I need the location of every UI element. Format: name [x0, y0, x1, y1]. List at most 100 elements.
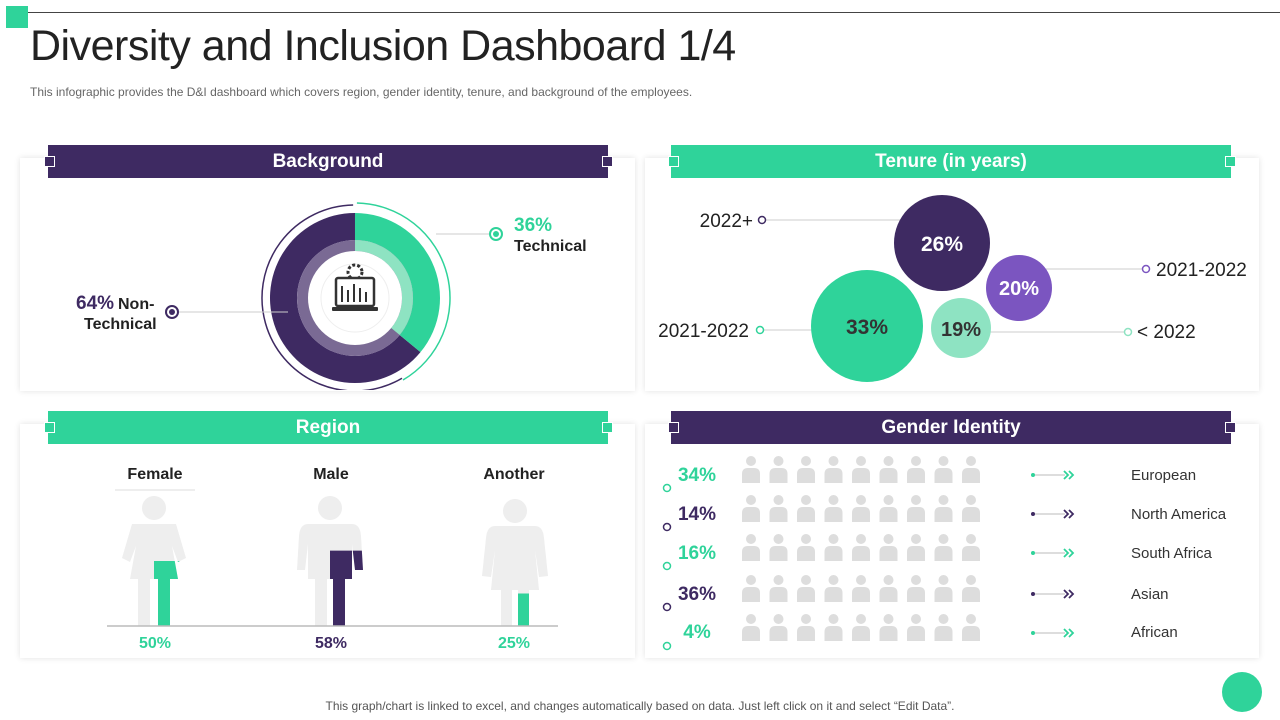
- tenure-marker: [1123, 327, 1133, 337]
- region-banner: Region: [48, 411, 608, 444]
- gi-value: 36%: [678, 584, 716, 605]
- gi-person-icon-empty: [824, 614, 843, 641]
- gi-chevron-icon: [1063, 470, 1070, 480]
- tenure-label-2021-2022-left: 2021-2022: [658, 321, 749, 342]
- gender-identity-rows: [662, 456, 1075, 651]
- background-banner: Background: [48, 145, 608, 178]
- page-subtitle: This infographic provides the D&I dashbo…: [30, 85, 693, 99]
- donut-outer-ring: [261, 204, 403, 390]
- gi-person-icon-empty: [907, 614, 925, 641]
- gi-connector-dot: [1031, 592, 1035, 596]
- gi-person-icon-empty: [907, 575, 925, 602]
- gi-person-icon-empty: [962, 534, 980, 561]
- region-value-another: 25%: [498, 635, 530, 652]
- region-category-another: Another: [483, 466, 544, 483]
- gi-value: 4%: [683, 622, 711, 643]
- gi-chevron-icon: [1063, 509, 1070, 519]
- gi-person-icon-empty: [879, 456, 898, 483]
- tenure-bubble-value: 33%: [846, 316, 888, 339]
- page-title: Diversity and Inclusion Dashboard 1/4: [30, 22, 736, 70]
- gi-person-icon-empty: [824, 456, 843, 483]
- non-technical-label-line2: Technical: [84, 316, 157, 333]
- gi-chevron-icon: [1068, 509, 1075, 519]
- gi-person-icon-empty: [769, 495, 788, 522]
- tenure-marker: [755, 325, 765, 335]
- tenure-bubble-less-2022: [931, 298, 991, 358]
- non-technical-percent: 64%: [76, 293, 114, 314]
- gi-person-icon-empty: [852, 495, 870, 522]
- donut-slice-non-technical: [270, 213, 421, 383]
- gi-chevron-icon: [1068, 548, 1075, 558]
- gi-row-marker: [662, 641, 672, 651]
- tenure-banner: Tenure (in years): [671, 145, 1231, 178]
- gi-person-icon-empty: [797, 575, 815, 602]
- gi-person-icon-empty: [797, 495, 815, 522]
- tenure-bubble-2021-2022-right: [986, 255, 1052, 321]
- tenure-label-2021-2022-right: 2021-2022: [1156, 260, 1247, 281]
- corner-accent: [6, 6, 28, 28]
- gi-connector-dot: [1031, 631, 1035, 635]
- gi-chevron-icon: [1068, 470, 1075, 480]
- gi-person-icon-empty: [742, 614, 760, 641]
- gi-person-icon-empty: [797, 456, 815, 483]
- gender-identity-pictograph: 34% 14% 16% 36% 4% European North Americ…: [662, 456, 1227, 651]
- tenure-bubble-value: 26%: [921, 233, 963, 256]
- gi-person-icon-empty: [742, 575, 760, 602]
- gi-value: 14%: [678, 504, 716, 525]
- gi-person-icon-empty: [962, 614, 980, 641]
- action-circle-button[interactable]: [1222, 672, 1262, 712]
- gi-person-icon-empty: [852, 534, 870, 561]
- tenure-marker: [757, 215, 767, 225]
- background-title: Background: [272, 150, 384, 172]
- gi-person-icon-empty: [797, 614, 815, 641]
- gi-person-icon-empty: [824, 575, 843, 602]
- gi-value: 16%: [678, 543, 716, 564]
- donut-inner-ring-technical: [355, 240, 413, 335]
- gi-person-icon-empty: [742, 495, 760, 522]
- gi-chevron-icon: [1063, 628, 1070, 638]
- gi-row-marker: [662, 522, 672, 532]
- gi-category: African: [1131, 624, 1178, 641]
- gi-row-marker: [662, 561, 672, 571]
- banner-marker-right: [602, 422, 613, 433]
- gi-person-icon-empty: [907, 495, 925, 522]
- technical-label: Technical: [514, 238, 587, 255]
- gi-person-icon-empty: [934, 614, 953, 641]
- non-technical-label-line1: Non-: [118, 296, 154, 313]
- gi-chevron-icon: [1063, 548, 1070, 558]
- gi-person-icon-empty: [962, 495, 980, 522]
- gi-row-marker: [662, 602, 672, 612]
- gi-chevron-icon: [1068, 628, 1075, 638]
- gi-value: 34%: [678, 465, 716, 486]
- gi-connector-dot: [1031, 473, 1035, 477]
- gi-person-icon-empty: [742, 534, 760, 561]
- gi-person-icon-empty: [742, 456, 760, 483]
- gi-person-icon-empty: [879, 534, 898, 561]
- footer-note: This graph/chart is linked to excel, and…: [325, 699, 955, 713]
- background-donut-chart: 36% Technical 64% Non- Technical: [76, 202, 587, 390]
- gi-category: Asian: [1131, 586, 1169, 603]
- gender-identity-title: Gender Identity: [881, 416, 1021, 438]
- tenure-bubble-value: 20%: [999, 278, 1039, 300]
- computer-gear-icon: [332, 263, 378, 311]
- gi-chevron-icon: [1063, 589, 1070, 599]
- tenure-bubble-2021-2022-left: [811, 270, 923, 382]
- technical-marker-dot: [493, 231, 499, 237]
- donut-slice-technical: [355, 213, 440, 353]
- gi-category: North America: [1131, 506, 1227, 523]
- technical-percent: 36%: [514, 215, 552, 236]
- region-category-male: Male: [313, 466, 349, 483]
- banner-marker-left: [668, 422, 679, 433]
- region-title: Region: [295, 416, 361, 438]
- gi-chevron-icon: [1068, 589, 1075, 599]
- gi-person-icon-empty: [934, 495, 953, 522]
- gi-person-icon-empty: [934, 575, 953, 602]
- gi-category: South Africa: [1131, 545, 1213, 562]
- top-rule: [28, 12, 1280, 13]
- gi-person-icon-empty: [879, 575, 898, 602]
- tenure-label-2022-plus: 2022+: [700, 211, 753, 232]
- tenure-label-less-2022: < 2022: [1137, 322, 1196, 343]
- gi-person-icon-empty: [879, 495, 898, 522]
- tenure-bubble-chart: 26% 20% 33% 19% 2022+ 2021-2022 2021-202…: [658, 195, 1247, 382]
- gi-person-icon-empty: [879, 614, 898, 641]
